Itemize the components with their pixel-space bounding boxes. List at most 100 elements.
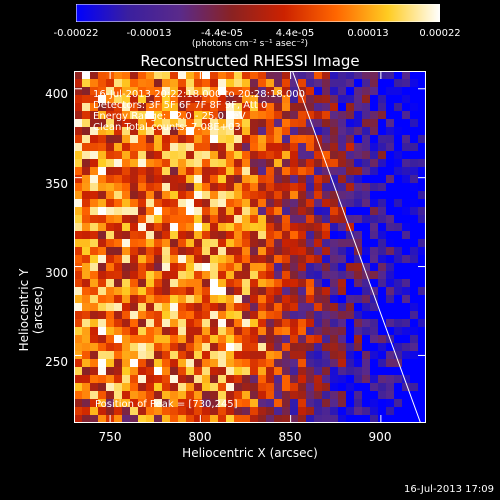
- heatmap-cell: [282, 159, 291, 168]
- heatmap-cell: [402, 319, 411, 328]
- heatmap-cell: [178, 79, 187, 88]
- heatmap-cell: [378, 287, 387, 296]
- heatmap-cell: [370, 311, 379, 320]
- heatmap-cell: [378, 383, 387, 392]
- heatmap-cell: [298, 111, 307, 120]
- heatmap-cell: [282, 407, 291, 416]
- heatmap-cell: [130, 351, 139, 360]
- heatmap-cell: [218, 207, 227, 216]
- heatmap-cell: [218, 263, 227, 272]
- heatmap-cell: [218, 415, 227, 424]
- heatmap-cell: [242, 399, 251, 408]
- heatmap-cell: [114, 287, 123, 296]
- heatmap-cell: [154, 247, 163, 256]
- heatmap-cell: [106, 127, 115, 136]
- heatmap-cell: [282, 319, 291, 328]
- heatmap-cell: [90, 303, 99, 312]
- heatmap-cell: [418, 223, 427, 232]
- heatmap-cell: [274, 383, 283, 392]
- heatmap-cell: [186, 247, 195, 256]
- heatmap-cell: [194, 255, 203, 264]
- heatmap-cell: [346, 119, 355, 128]
- heatmap-cell: [242, 239, 251, 248]
- heatmap-cell: [162, 319, 171, 328]
- heatmap-cell: [354, 95, 363, 104]
- heatmap-cell: [162, 279, 171, 288]
- heatmap-cell: [106, 175, 115, 184]
- heatmap-cell: [394, 87, 403, 96]
- heatmap-cell: [266, 207, 275, 216]
- heatmap-cell: [402, 167, 411, 176]
- heatmap-cell: [274, 351, 283, 360]
- heatmap-cell: [330, 143, 339, 152]
- heatmap-cell: [378, 359, 387, 368]
- heatmap-cell: [306, 399, 315, 408]
- heatmap-cell: [242, 151, 251, 160]
- heatmap-cell: [258, 391, 267, 400]
- heatmap-cell: [378, 143, 387, 152]
- heatmap-cell: [154, 295, 163, 304]
- heatmap-cell: [330, 327, 339, 336]
- heatmap-cell: [122, 87, 131, 96]
- heatmap-cell: [82, 127, 91, 136]
- heatmap-cell: [74, 119, 83, 128]
- heatmap-cell: [410, 231, 419, 240]
- heatmap-cell: [274, 159, 283, 168]
- heatmap-cell: [146, 231, 155, 240]
- heatmap-cell: [282, 367, 291, 376]
- heatmap-cell: [122, 135, 131, 144]
- heatmap-cell: [210, 119, 219, 128]
- colorbar-tick: 0.00022: [419, 28, 461, 39]
- heatmap-cell: [178, 399, 187, 408]
- heatmap-cell: [242, 199, 251, 208]
- heatmap-cell: [274, 271, 283, 280]
- heatmap-cell: [394, 247, 403, 256]
- heatmap-cell: [234, 359, 243, 368]
- heatmap-cell: [370, 151, 379, 160]
- heatmap-cell: [90, 183, 99, 192]
- heatmap-cell: [186, 295, 195, 304]
- heatmap-cell: [194, 95, 203, 104]
- heatmap-cell: [314, 199, 323, 208]
- heatmap-cell: [74, 71, 83, 80]
- heatmap-cell: [98, 399, 107, 408]
- heatmap-cell: [266, 79, 275, 88]
- heatmap-cell: [282, 351, 291, 360]
- heatmap-cell: [306, 279, 315, 288]
- heatmap-cell: [242, 287, 251, 296]
- heatmap-cell: [218, 327, 227, 336]
- heatmap-cell: [386, 143, 395, 152]
- heatmap-cell: [178, 183, 187, 192]
- heatmap-cell: [82, 87, 91, 96]
- heatmap-cell: [314, 239, 323, 248]
- heatmap-cell: [226, 399, 235, 408]
- heatmap-cell: [338, 135, 347, 144]
- energy-annotation: Energy Range: 12.0 - 25.0 keV: [93, 111, 246, 122]
- x-axis-label: Heliocentric X (arcsec): [182, 446, 318, 460]
- heatmap-cell: [162, 223, 171, 232]
- heatmap-cell: [194, 151, 203, 160]
- heatmap-cell: [178, 263, 187, 272]
- heatmap-cell: [146, 383, 155, 392]
- heatmap-cell: [74, 271, 83, 280]
- heatmap-cell: [74, 391, 83, 400]
- heatmap-cell: [242, 223, 251, 232]
- heatmap-cell: [202, 127, 211, 136]
- heatmap-cell: [178, 175, 187, 184]
- heatmap-cell: [314, 271, 323, 280]
- heatmap-cell: [386, 399, 395, 408]
- heatmap-cell: [282, 111, 291, 120]
- heatmap-cell: [186, 359, 195, 368]
- heatmap-cell: [218, 143, 227, 152]
- heatmap-cell: [82, 223, 91, 232]
- heatmap-cell: [402, 359, 411, 368]
- heatmap-cell: [362, 375, 371, 384]
- heatmap-cell: [330, 351, 339, 360]
- heatmap-cell: [410, 415, 419, 424]
- heatmap-cell: [130, 247, 139, 256]
- heatmap-cell: [298, 407, 307, 416]
- heatmap-cell: [90, 407, 99, 416]
- heatmap-cell: [210, 287, 219, 296]
- heatmap-cell: [98, 143, 107, 152]
- heatmap-cell: [258, 87, 267, 96]
